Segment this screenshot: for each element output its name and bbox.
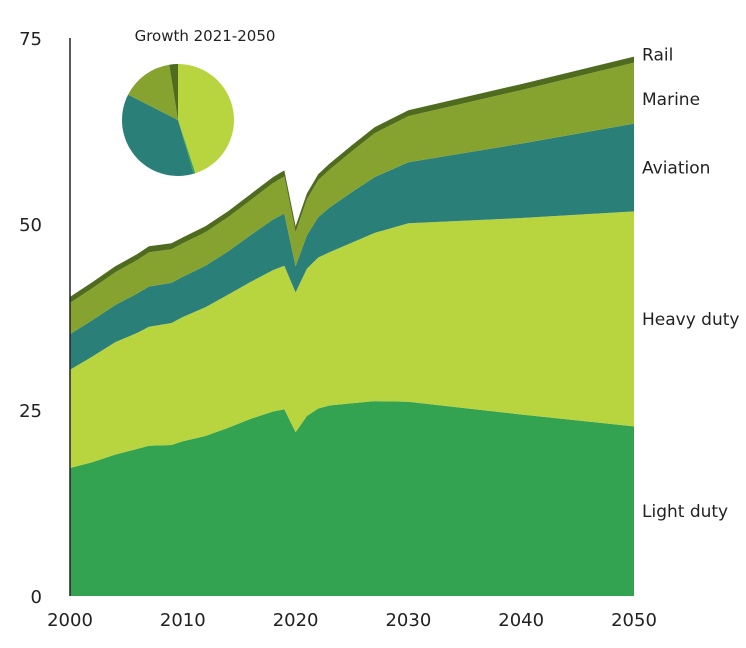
area-aviation: [70, 123, 634, 370]
x-tick-2040: 2040: [498, 610, 544, 631]
x-tick-2050: 2050: [611, 610, 657, 631]
y-tick-75: 75: [19, 29, 42, 50]
x-tick-2020: 2020: [273, 610, 319, 631]
inset-title: Growth 2021-2050: [135, 27, 276, 45]
label-heavy-duty: Heavy duty: [642, 310, 739, 330]
pie-slice-marine: [128, 64, 178, 120]
x-tick-2030: 2030: [385, 610, 431, 631]
area-marine: [70, 62, 634, 335]
x-tick-labels: 2000 2010 2020 2030 2040 2050: [47, 610, 657, 631]
pie-slice-heavy-duty: [178, 64, 234, 174]
label-aviation: Aviation: [642, 158, 710, 178]
label-rail: Rail: [642, 46, 673, 66]
pie-slice-rail: [169, 64, 178, 120]
y-tick-50: 50: [19, 215, 42, 236]
pie-slice-light-duty: [178, 120, 196, 174]
label-marine: Marine: [642, 90, 700, 110]
area-heavy-duty: [70, 211, 634, 468]
y-tick-25: 25: [19, 401, 42, 422]
y-tick-labels: 0 25 50 75: [19, 29, 42, 608]
x-tick-2010: 2010: [160, 610, 206, 631]
area-light-duty: [70, 401, 634, 596]
x-tick-2000: 2000: [47, 610, 93, 631]
label-light-duty: Light duty: [642, 502, 728, 522]
pie-slice-aviation: [121, 94, 194, 177]
y-tick-0: 0: [31, 587, 42, 608]
pie-slices: [121, 64, 234, 177]
growth-pie-inset: Growth 2021-2050: [121, 27, 276, 177]
stacked-area-group: [70, 56, 634, 596]
series-labels: Light duty Heavy duty Aviation Marine Rail: [642, 46, 739, 523]
